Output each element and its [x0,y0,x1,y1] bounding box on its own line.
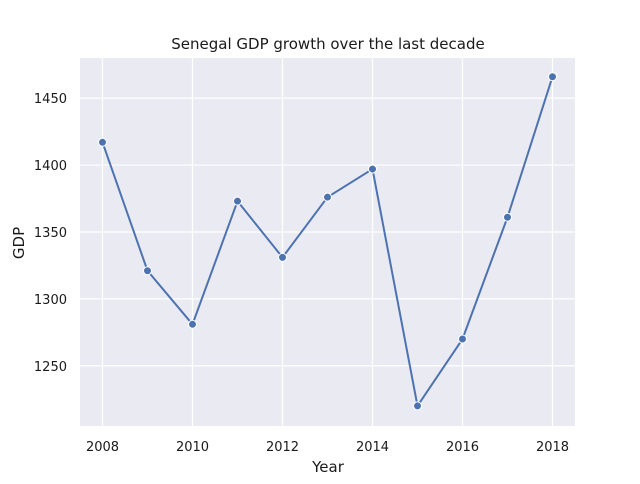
data-point [188,319,197,329]
x-tick-label: 2012 [266,440,299,455]
y-tick-label: 1450 [34,92,67,107]
plot-area [80,58,575,426]
chart-title: Senegal GDP growth over the last decade [171,35,484,53]
x-tick-label: 2018 [536,440,569,455]
data-point [548,72,557,82]
data-point [323,192,332,202]
y-tick-label: 1250 [34,360,67,375]
x-tick-label: 2016 [446,440,479,455]
data-point [413,401,422,411]
series-group [98,72,557,411]
data-point [98,137,107,147]
x-axis-label: Year [311,458,345,476]
axis-ticks: 2008 2010 2012 2014 2016 2018 1250 1300 1350 1400… [34,92,569,455]
data-point [143,266,152,276]
data-point [503,212,512,222]
data-point [233,196,242,206]
x-tick-label: 2008 [86,440,119,455]
x-tick-label: 2010 [176,440,209,455]
grid-lines [80,58,575,426]
x-tick-label: 2014 [356,440,389,455]
y-tick-label: 1350 [34,226,67,241]
y-tick-label: 1400 [34,159,67,174]
data-point [458,334,467,344]
y-tick-label: 1300 [34,293,67,308]
data-point [368,164,377,174]
data-point [278,252,287,262]
y-axis-label: GDP [10,227,28,259]
